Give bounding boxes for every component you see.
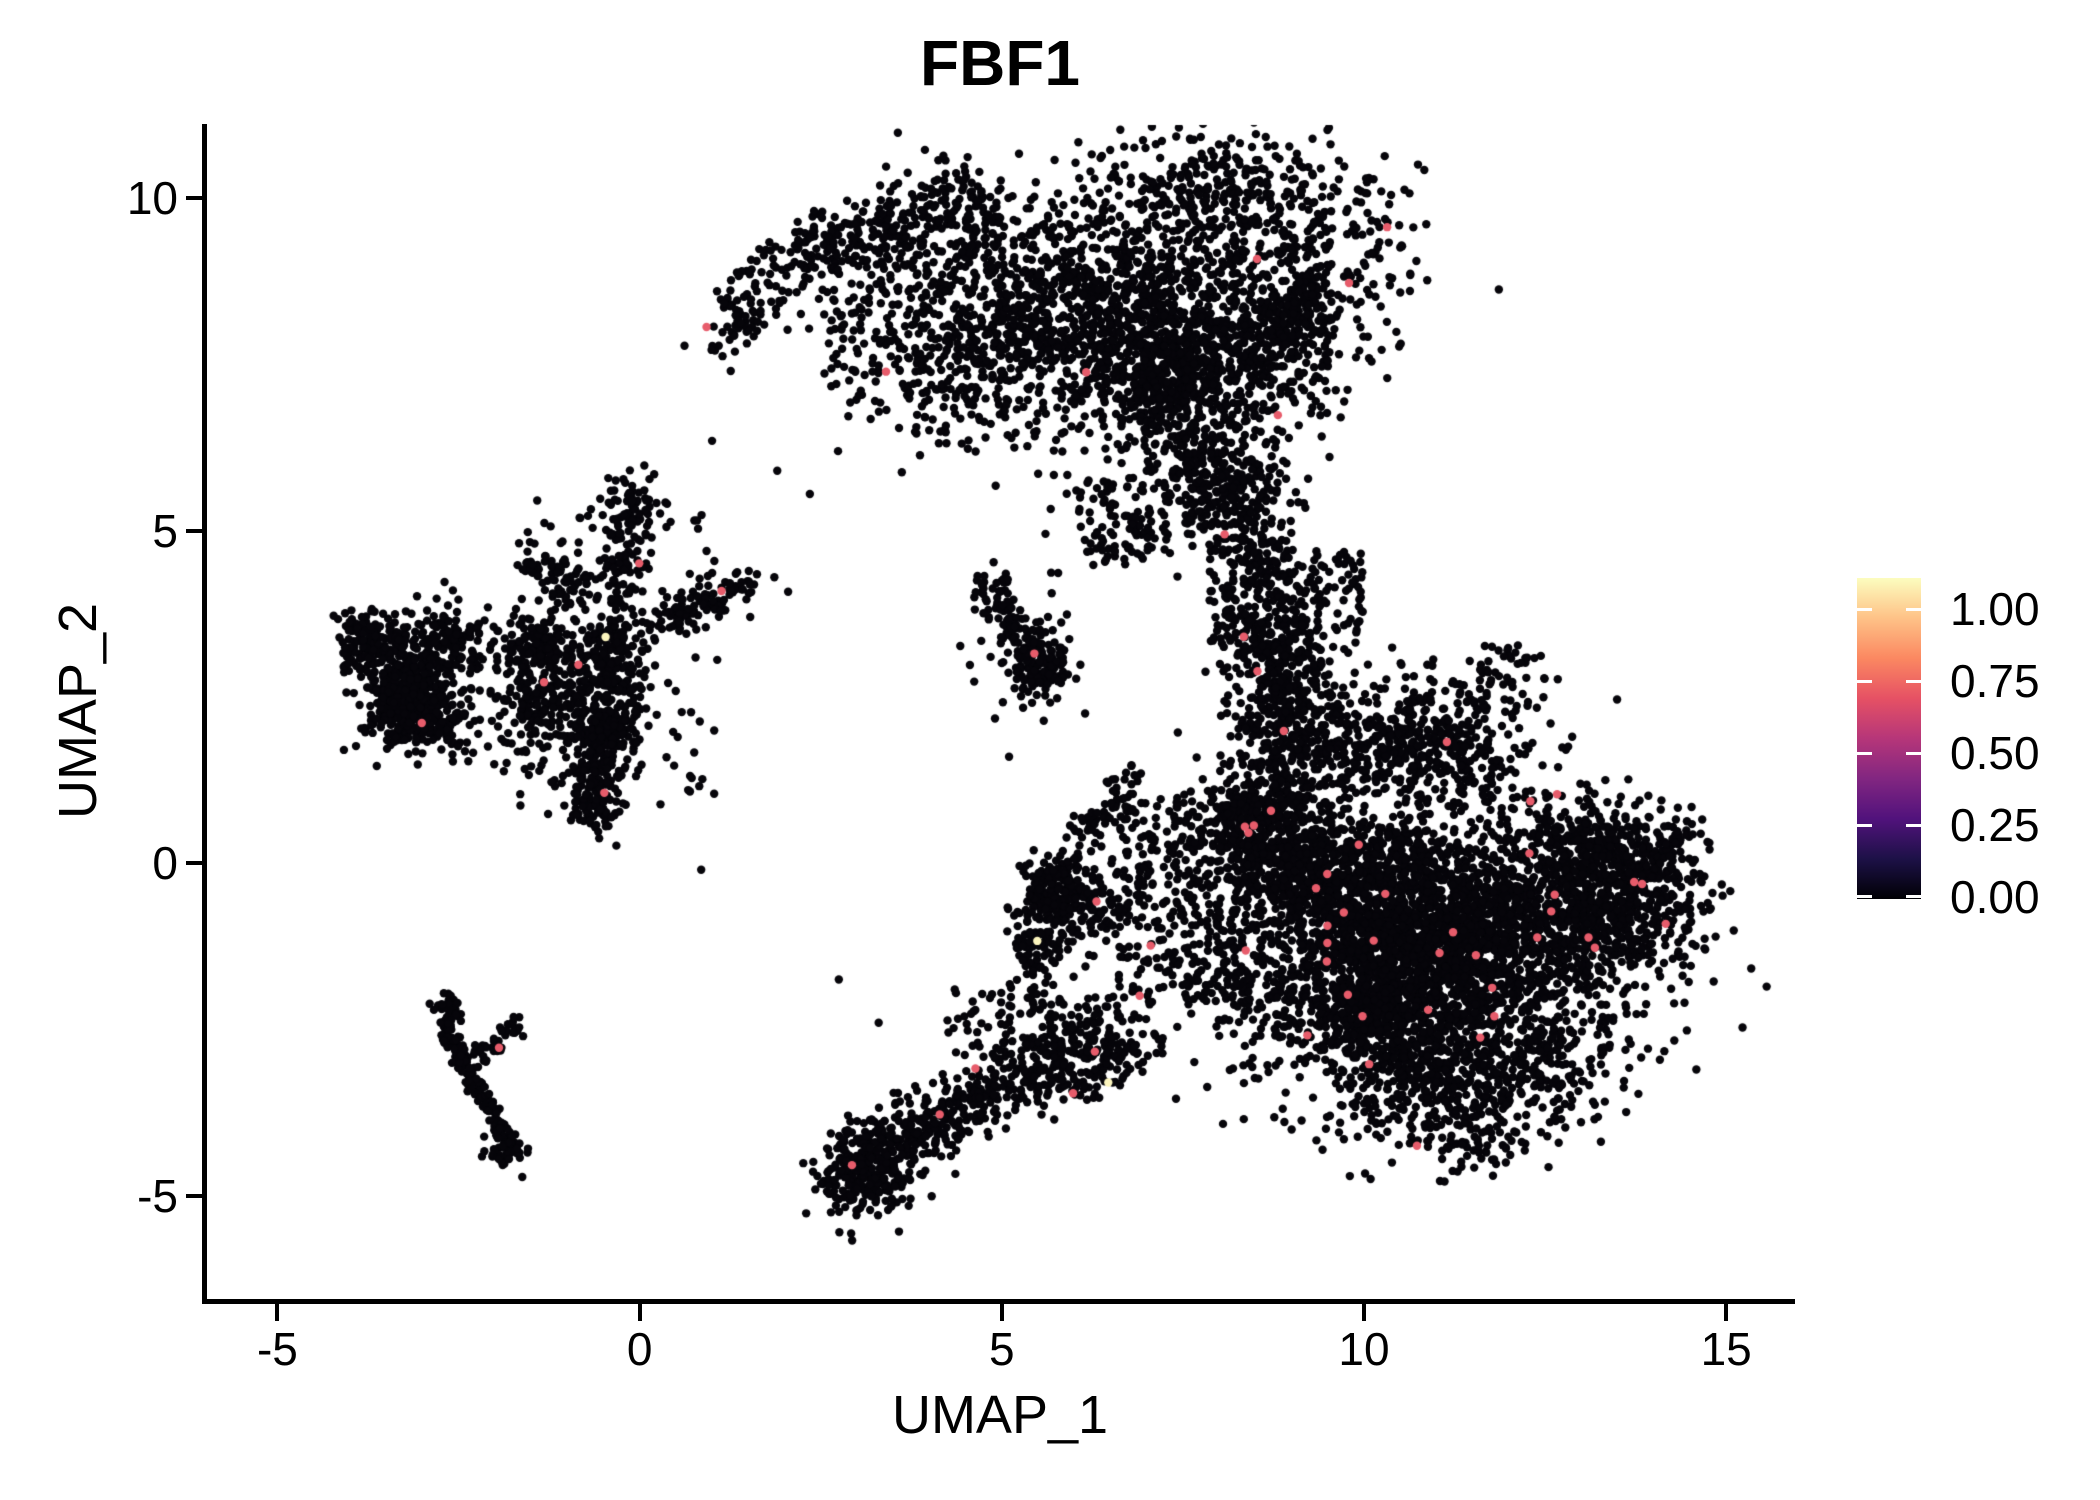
- colorbar-tick: [1906, 679, 1921, 683]
- x-tick: [1361, 1304, 1366, 1321]
- y-tick: [186, 1193, 203, 1198]
- x-tick-label: 10: [1338, 1323, 1390, 1375]
- x-tick-label: 15: [1700, 1323, 1752, 1375]
- colorbar-tick-label: 0.00: [1950, 870, 2040, 923]
- x-tick-label: 5: [989, 1323, 1015, 1375]
- x-tick: [999, 1304, 1004, 1321]
- colorbar-tick: [1857, 895, 1872, 899]
- y-axis-title: UMAP_2: [48, 602, 108, 820]
- y-axis-line: [202, 124, 207, 1304]
- x-tick-label: -5: [256, 1323, 298, 1375]
- x-tick: [1724, 1304, 1729, 1321]
- colorbar-tick: [1857, 823, 1872, 827]
- x-tick: [637, 1304, 642, 1321]
- x-axis-title: UMAP_1: [891, 1385, 1109, 1445]
- y-tick-label: 10: [126, 172, 178, 225]
- x-axis-line: [202, 1299, 1795, 1304]
- colorbar-tick-label: 0.50: [1950, 727, 2040, 780]
- y-tick: [186, 196, 203, 201]
- colorbar-tick: [1906, 607, 1921, 611]
- x-tick-label: 0: [626, 1323, 653, 1375]
- y-tick-label: 0: [152, 837, 178, 890]
- y-tick-label: -5: [137, 1169, 178, 1222]
- y-tick-label: 5: [152, 504, 178, 557]
- colorbar-tick-label: 0.25: [1950, 799, 2040, 851]
- x-tick: [275, 1304, 280, 1321]
- colorbar-tick-label: 0.75: [1950, 655, 2040, 708]
- colorbar-gradient: [1857, 578, 1921, 899]
- colorbar-tick: [1906, 751, 1921, 755]
- colorbar-tick-label: 1.00: [1950, 583, 2040, 636]
- plot-title: FBF1: [920, 27, 1080, 99]
- y-tick: [186, 861, 203, 866]
- colorbar-tick: [1857, 607, 1872, 611]
- colorbar-tick: [1857, 751, 1872, 755]
- colorbar-tick: [1906, 823, 1921, 827]
- y-tick: [186, 528, 203, 533]
- colorbar-tick: [1906, 895, 1921, 899]
- colorbar-tick: [1857, 679, 1872, 683]
